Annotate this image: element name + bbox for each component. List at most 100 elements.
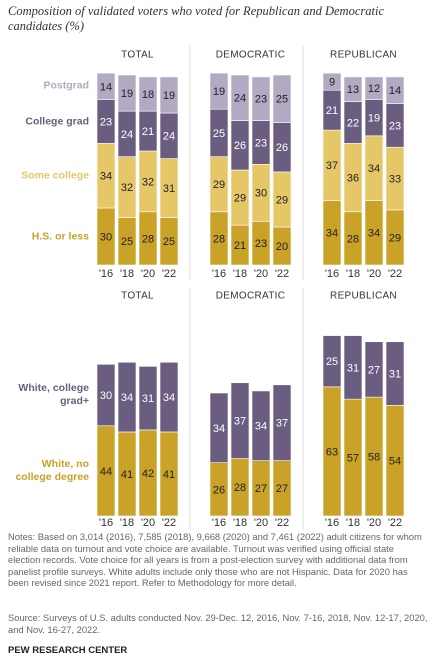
data-label: 20 — [276, 241, 288, 253]
x-tick-label: '18 — [233, 517, 247, 529]
data-label: 14 — [100, 81, 112, 93]
data-label: 27 — [255, 483, 267, 495]
x-tick-label: '16 — [212, 517, 226, 529]
data-label: 23 — [255, 94, 267, 106]
x-tick-label: '18 — [120, 517, 134, 529]
data-label: 28 — [213, 233, 225, 245]
bar-segment — [230, 74, 250, 121]
data-label: 27 — [368, 364, 380, 376]
data-label: 19 — [213, 86, 225, 98]
data-label: 34 — [368, 163, 380, 175]
data-label: 26 — [213, 484, 225, 496]
footer: PEW RESEARCH CENTER — [8, 645, 128, 656]
data-label: 37 — [276, 418, 288, 430]
x-tick-label: '22 — [275, 517, 289, 529]
data-label: 63 — [326, 446, 338, 458]
bar-segment — [364, 76, 384, 101]
data-label: 19 — [368, 113, 380, 125]
x-tick-label: '20 — [367, 268, 381, 280]
data-label: 28 — [234, 482, 246, 494]
data-label: 25 — [276, 94, 288, 106]
data-label: 23 — [389, 120, 401, 132]
data-label: 9 — [329, 77, 335, 89]
series-label: White, college grad+ — [18, 382, 89, 408]
data-label: 24 — [121, 129, 133, 141]
data-label: 19 — [163, 90, 175, 102]
data-label: 58 — [368, 451, 380, 463]
data-label: 54 — [389, 456, 401, 468]
title: Composition of validated voters who vote… — [8, 4, 384, 33]
data-label: 30 — [100, 231, 112, 243]
bar-segment — [138, 366, 158, 431]
data-label: 24 — [234, 93, 246, 105]
data-label: 34 — [368, 228, 380, 240]
data-label: 27 — [276, 483, 288, 495]
bar-segment — [272, 74, 292, 123]
x-tick-label: '20 — [141, 268, 155, 280]
data-label: 29 — [276, 194, 288, 206]
data-label: 31 — [347, 362, 359, 374]
data-label: 30 — [255, 188, 267, 200]
data-label: 25 — [326, 356, 338, 368]
data-label: 57 — [347, 452, 359, 464]
x-tick-label: '16 — [99, 268, 113, 280]
data-label: 34 — [255, 421, 267, 433]
panel-title: TOTAL — [121, 291, 154, 302]
data-label: 31 — [142, 393, 154, 405]
data-label: 37 — [326, 160, 338, 172]
data-label: 21 — [234, 240, 246, 252]
data-label: 13 — [347, 84, 359, 96]
data-label: 29 — [234, 192, 246, 204]
bar-segment — [159, 76, 179, 114]
data-label: 25 — [121, 236, 133, 248]
panel-title: REPUBLICAN — [330, 50, 397, 61]
bar-segment — [272, 384, 292, 461]
panel-title: DEMOCRATIC — [216, 291, 285, 302]
data-label: 41 — [163, 469, 175, 481]
bar-segment — [343, 76, 363, 102]
panel-title: TOTAL — [121, 50, 154, 61]
x-tick-label: '20 — [254, 268, 268, 280]
bar-segment — [159, 361, 179, 433]
data-label: 34 — [163, 392, 175, 404]
bar-segment — [117, 361, 137, 433]
x-tick-label: '16 — [325, 517, 339, 529]
x-tick-label: '18 — [346, 268, 360, 280]
bar-segment — [322, 72, 342, 91]
x-tick-label: '16 — [99, 517, 113, 529]
bar-segment — [96, 363, 116, 427]
data-label: 34 — [213, 423, 225, 435]
bar-segment — [209, 392, 229, 463]
data-label: 26 — [276, 142, 288, 154]
bar-segment — [251, 390, 271, 461]
x-tick-label: '18 — [346, 517, 360, 529]
data-label: 29 — [389, 232, 401, 244]
bar-segment — [96, 72, 116, 100]
series-label: H.S. or less — [31, 230, 89, 242]
x-tick-label: '16 — [325, 268, 339, 280]
bar-segment — [343, 335, 363, 400]
bar-segment — [117, 74, 137, 112]
data-label: 25 — [163, 236, 175, 248]
data-label: 28 — [142, 233, 154, 245]
source: Source: Surveys of U.S. adults conducted… — [8, 612, 428, 635]
data-label: 28 — [347, 233, 359, 245]
bar-segment — [364, 341, 384, 398]
data-label: 41 — [121, 469, 133, 481]
bar-segment — [230, 382, 250, 459]
data-label: 31 — [389, 368, 401, 380]
data-label: 21 — [142, 126, 154, 138]
series-label: College grad — [25, 115, 89, 128]
x-tick-label: '18 — [120, 268, 134, 280]
data-label: 23 — [100, 116, 112, 128]
data-label: 31 — [163, 183, 175, 195]
bar-segment — [322, 335, 342, 388]
x-tick-label: '22 — [388, 517, 402, 529]
data-label: 24 — [163, 131, 175, 143]
data-label: 19 — [121, 88, 133, 100]
data-label: 34 — [326, 228, 338, 240]
series-label: Some college — [21, 169, 89, 182]
x-tick-label: '22 — [162, 268, 176, 280]
